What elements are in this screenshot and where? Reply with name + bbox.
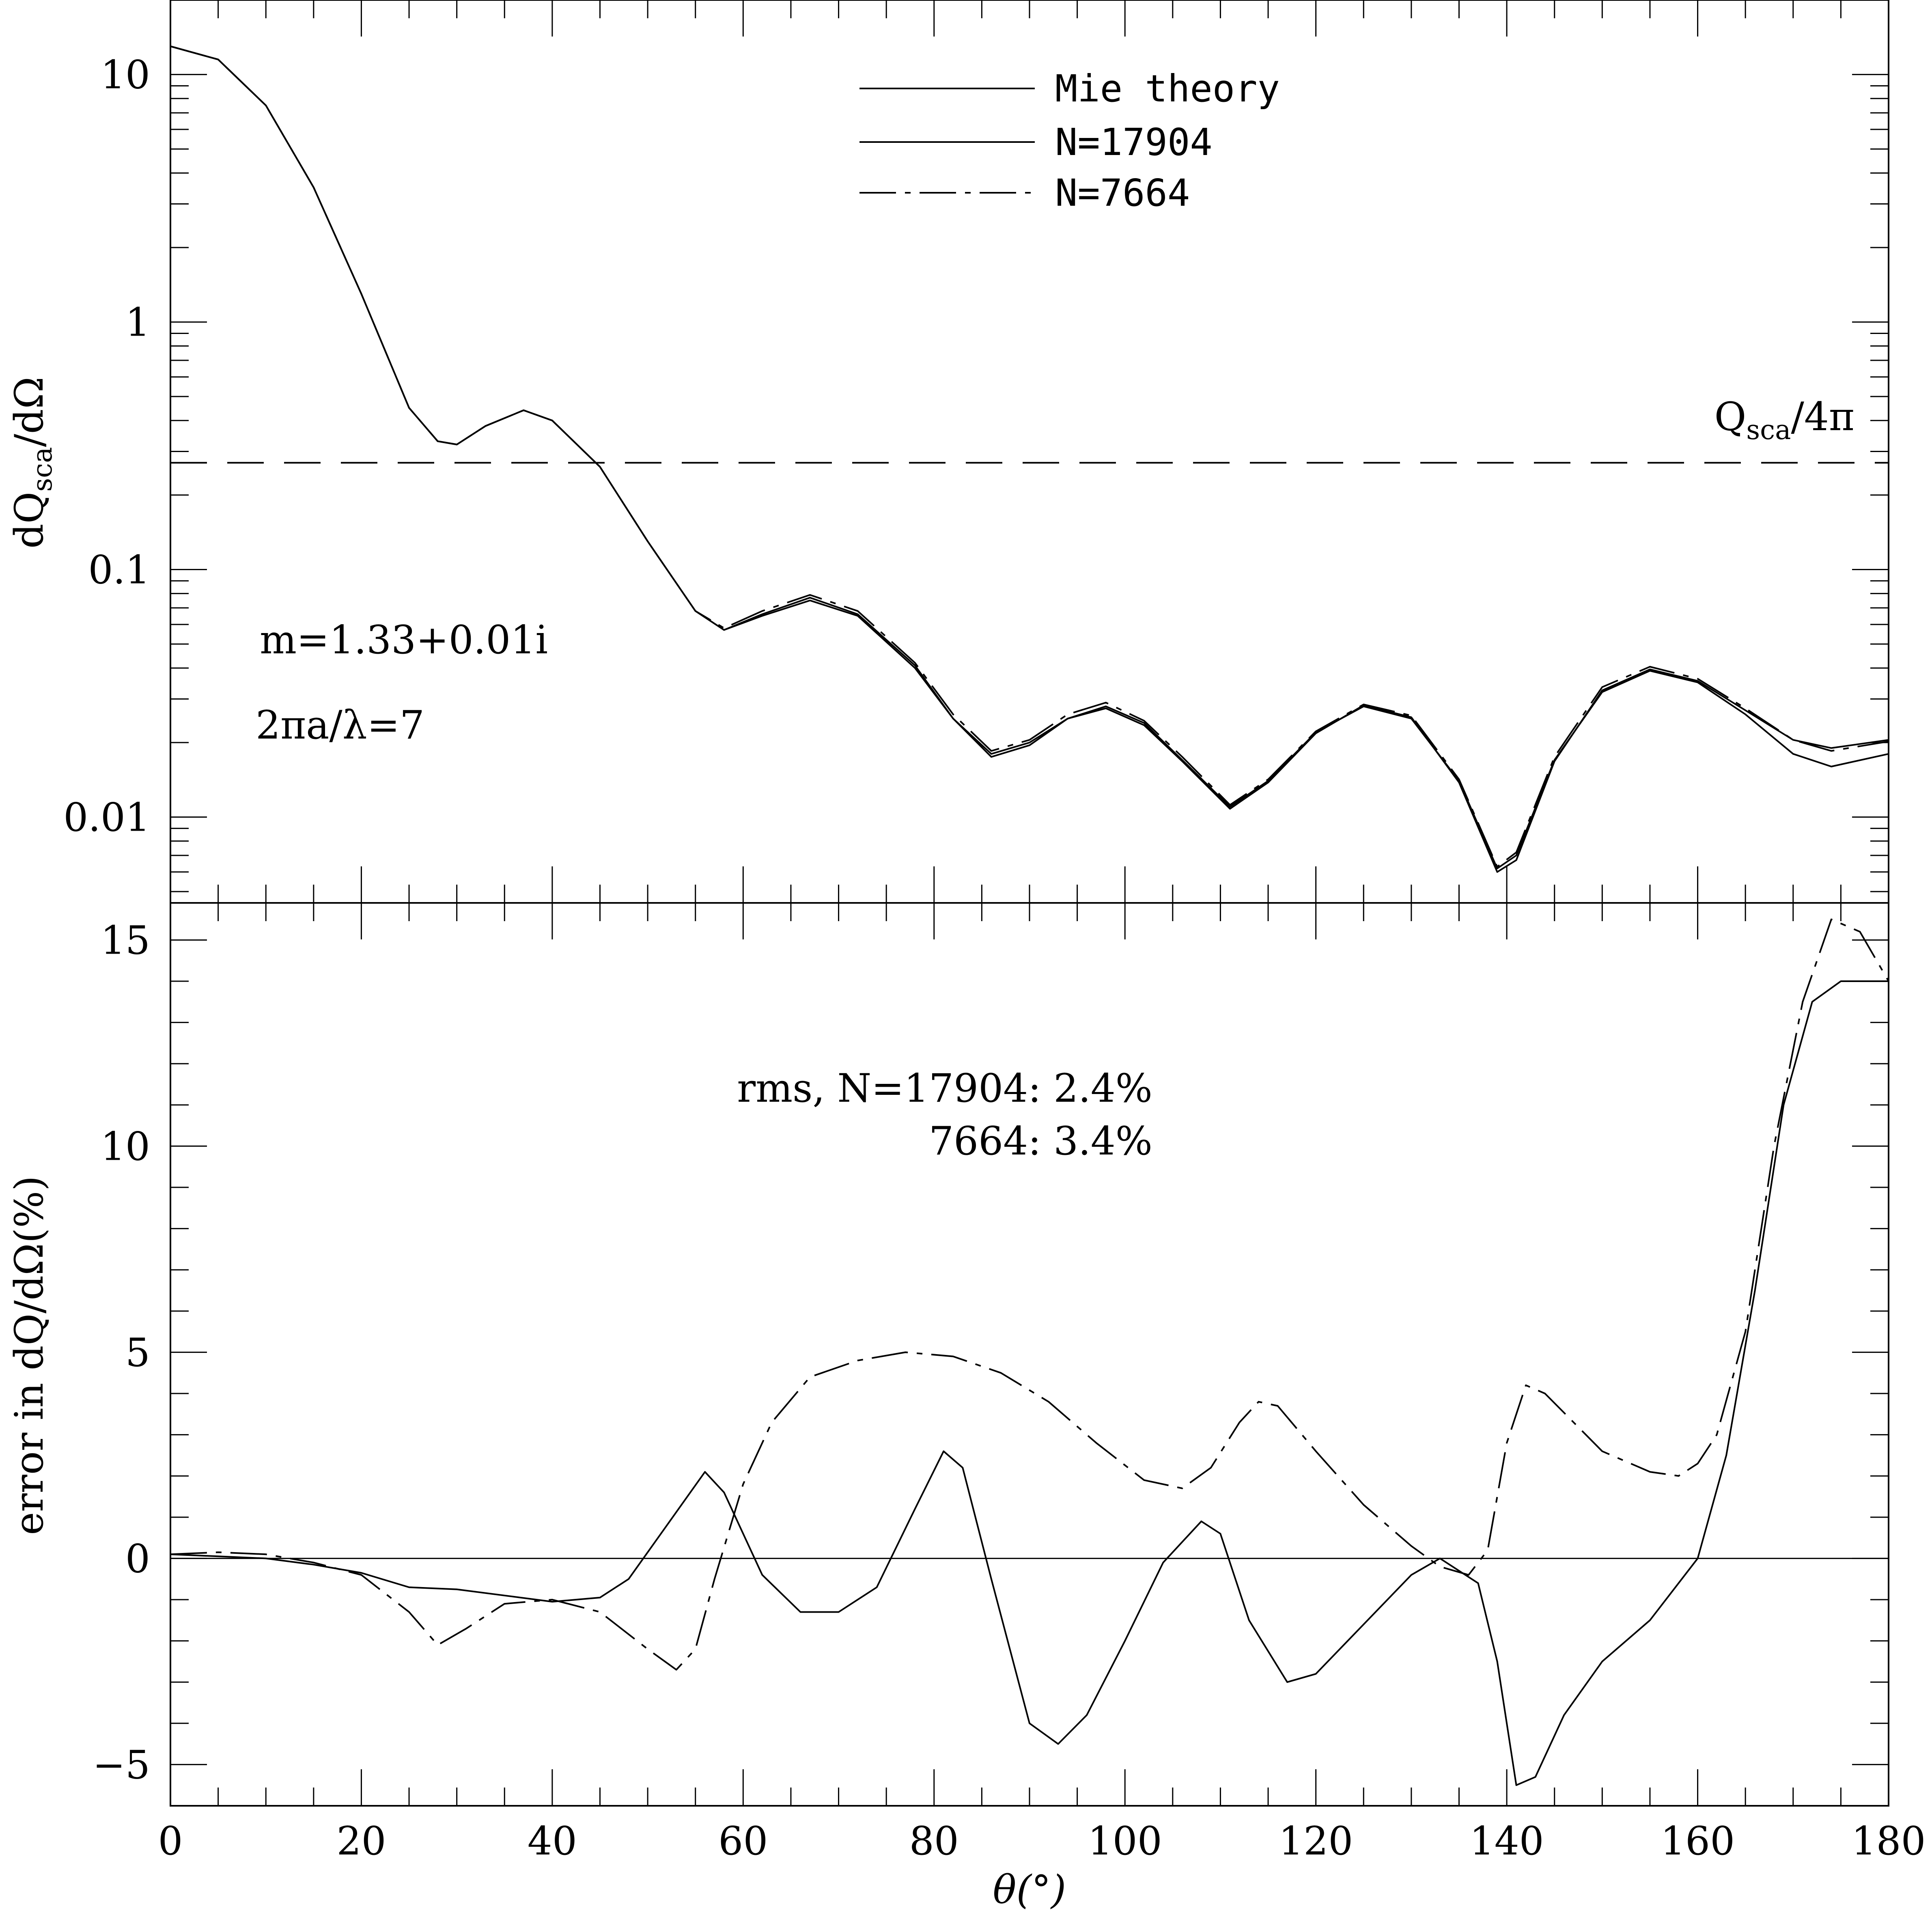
y-tick-label: 1 xyxy=(125,300,150,345)
top-y-axis-label: dQsca/dΩ xyxy=(6,377,58,549)
top-curves xyxy=(170,45,1889,873)
x-tick-label: 140 xyxy=(1469,1818,1544,1864)
annotation-size-parameter: 2πa/λ=7 xyxy=(256,702,424,748)
annotation-refractive-index: m=1.33+0.01i xyxy=(260,617,548,663)
xtick-labels: 0 20 40 60 80 100 120 140 160 180 xyxy=(158,1818,1926,1864)
top-plot-frame xyxy=(170,0,1889,904)
y-tick-label: 15 xyxy=(101,918,150,963)
error-line-1 xyxy=(170,918,1889,1671)
bottom-curves xyxy=(170,918,1889,1786)
qsca-reference-label: Qsca/4π xyxy=(1714,394,1854,446)
series-line-2 xyxy=(170,45,1889,868)
y-tick-label: 5 xyxy=(125,1330,150,1375)
legend-label-n17904: N=17904 xyxy=(1055,121,1213,164)
y-tick-label: 0 xyxy=(125,1536,150,1581)
top-ytick-labels: 0.01 0.1 1 10 xyxy=(63,52,150,840)
x-tick-label: 0 xyxy=(158,1818,183,1864)
x-tick-label: 180 xyxy=(1851,1818,1926,1864)
series-line-1 xyxy=(170,45,1889,873)
bottom-ticks xyxy=(170,903,1889,1806)
bottom-y-axis-label: error in dQ/dΩ(%) xyxy=(6,1176,52,1535)
y-tick-label: 0.1 xyxy=(88,547,150,593)
bottom-ytick-labels: −5 0 5 10 15 xyxy=(93,918,150,1788)
legend: Mie theory N=17904 N=7664 xyxy=(859,67,1280,215)
legend-label-mie: Mie theory xyxy=(1055,67,1280,110)
bottom-plot-frame xyxy=(170,902,1889,1807)
x-axis-label: θ(°) xyxy=(993,1867,1066,1913)
x-tick-label: 160 xyxy=(1661,1818,1735,1864)
x-tick-label: 60 xyxy=(718,1818,768,1864)
top-ticks xyxy=(170,0,1889,903)
x-tick-label: 120 xyxy=(1279,1818,1353,1864)
annotation-rms-n17904: rms, N=17904: 2.4% xyxy=(737,1066,1152,1111)
y-tick-label: 0.01 xyxy=(63,795,150,840)
annotation-rms-n7664: 7664: 3.4% xyxy=(929,1118,1152,1164)
top-panel: 0.01 0.1 1 10 Qsca/4π Mie theory N=17904 N=… xyxy=(6,0,1889,904)
x-tick-label: 20 xyxy=(336,1818,386,1864)
y-tick-label: 10 xyxy=(101,52,150,98)
y-tick-label: 10 xyxy=(101,1124,150,1169)
y-tick-label: −5 xyxy=(93,1742,150,1788)
x-tick-label: 80 xyxy=(909,1818,959,1864)
legend-label-n7664: N=7664 xyxy=(1055,171,1190,215)
x-tick-label: 100 xyxy=(1088,1818,1162,1864)
x-tick-label: 40 xyxy=(528,1818,577,1864)
